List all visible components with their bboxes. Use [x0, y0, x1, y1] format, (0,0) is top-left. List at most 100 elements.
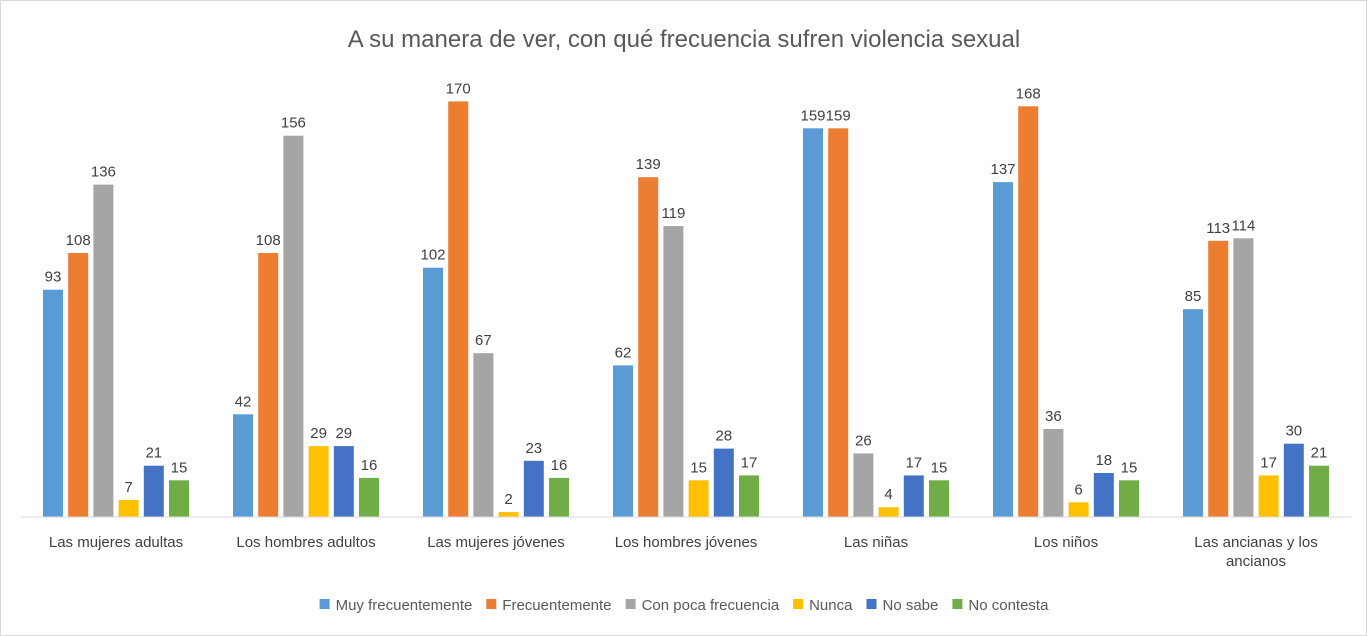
data-label: 67 — [475, 332, 492, 349]
legend-swatch — [952, 599, 963, 609]
bar — [828, 128, 849, 518]
bar — [929, 480, 949, 517]
category-label: Las niñas — [844, 534, 908, 551]
bar — [613, 365, 633, 517]
data-label: 114 — [1231, 217, 1255, 234]
data-label: 15 — [690, 459, 707, 476]
bar — [448, 101, 469, 518]
bar — [739, 475, 759, 517]
bar — [283, 135, 304, 517]
bar — [423, 267, 443, 517]
data-label: 16 — [361, 457, 378, 474]
data-label: 23 — [525, 440, 542, 457]
category-labels: Las mujeres adultas Los hombres adultos La… — [49, 534, 1318, 570]
bar — [688, 480, 709, 517]
data-label: 29 — [335, 425, 352, 442]
data-label: 17 — [905, 454, 922, 471]
bar — [803, 128, 823, 518]
bar — [1183, 309, 1203, 517]
data-label: 30 — [1285, 423, 1302, 440]
legend-label: Con poca frecuencia — [642, 597, 780, 614]
data-label: 15 — [171, 459, 188, 476]
bar — [308, 446, 329, 517]
data-label: 17 — [1260, 454, 1277, 471]
bar — [498, 512, 519, 517]
data-label: 29 — [310, 425, 327, 442]
data-label: 42 — [235, 393, 252, 410]
data-label: 136 — [91, 164, 116, 181]
data-label: 15 — [1121, 459, 1138, 476]
data-label: 93 — [45, 269, 62, 286]
data-label: 137 — [990, 161, 1015, 178]
bar — [359, 477, 379, 517]
data-label: 36 — [1045, 408, 1062, 425]
bar — [853, 453, 874, 517]
data-label: 159 — [826, 107, 851, 124]
bar — [878, 507, 899, 517]
legend-label: No contesta — [968, 597, 1049, 614]
bar — [1309, 465, 1329, 517]
bar — [473, 353, 494, 517]
legend-swatch — [625, 599, 636, 609]
data-label: 16 — [551, 457, 568, 474]
data-label: 102 — [420, 247, 445, 264]
category-label: Las mujeres jóvenes — [427, 534, 565, 551]
data-label: 28 — [715, 428, 732, 445]
data-label: 7 — [124, 479, 132, 496]
category-label: Los hombres adultos — [236, 534, 375, 551]
bar — [233, 414, 253, 517]
bar — [993, 182, 1013, 517]
data-label: 168 — [1016, 85, 1041, 102]
bar — [333, 446, 354, 517]
bar — [638, 177, 659, 517]
bar — [1018, 106, 1039, 518]
data-label: 113 — [1206, 220, 1230, 237]
data-label: 17 — [741, 454, 758, 471]
bar — [118, 499, 139, 517]
bar — [1119, 480, 1139, 517]
bar — [169, 480, 189, 517]
legend: Muy frecuentemente Frecuentemente Con poca… — [319, 597, 1049, 614]
category-label: Los niños — [1034, 534, 1098, 551]
legend-swatch — [486, 599, 497, 609]
bar — [523, 460, 544, 517]
bar — [93, 184, 114, 517]
category-label: Las mujeres adultas — [49, 534, 183, 551]
bar — [1093, 473, 1114, 517]
data-label: 4 — [884, 486, 892, 503]
bar — [68, 253, 89, 517]
data-label: 26 — [855, 432, 872, 449]
legend-label: No sabe — [883, 597, 939, 614]
category-label: Los hombres jóvenes — [615, 534, 758, 551]
bar — [663, 226, 684, 517]
bar — [143, 465, 164, 517]
legend-label: Muy frecuentemente — [336, 597, 473, 614]
bar — [549, 477, 569, 517]
data-label: 119 — [661, 205, 685, 222]
bar — [1068, 502, 1089, 517]
legend-swatch — [793, 599, 804, 609]
category-label: Las ancianas y los — [1194, 534, 1317, 551]
bar — [1233, 238, 1254, 518]
bar — [43, 289, 63, 517]
data-label: 159 — [800, 107, 825, 124]
data-label: 21 — [145, 445, 162, 462]
chart-title: A su manera de ver, con qué frecuencia s… — [348, 26, 1020, 53]
bar — [1043, 429, 1064, 517]
bar — [903, 475, 924, 517]
data-label: 2 — [504, 491, 512, 508]
legend-swatch — [866, 599, 877, 609]
data-label: 85 — [1185, 288, 1202, 305]
data-label: 139 — [636, 156, 661, 173]
data-label: 62 — [615, 344, 632, 361]
bar — [1208, 240, 1229, 518]
bar — [1258, 475, 1279, 517]
data-label: 170 — [446, 80, 471, 97]
data-label: 108 — [66, 232, 91, 249]
data-label: 15 — [931, 459, 948, 476]
legend-label: Frecuentemente — [502, 597, 611, 614]
bar — [1283, 443, 1304, 517]
